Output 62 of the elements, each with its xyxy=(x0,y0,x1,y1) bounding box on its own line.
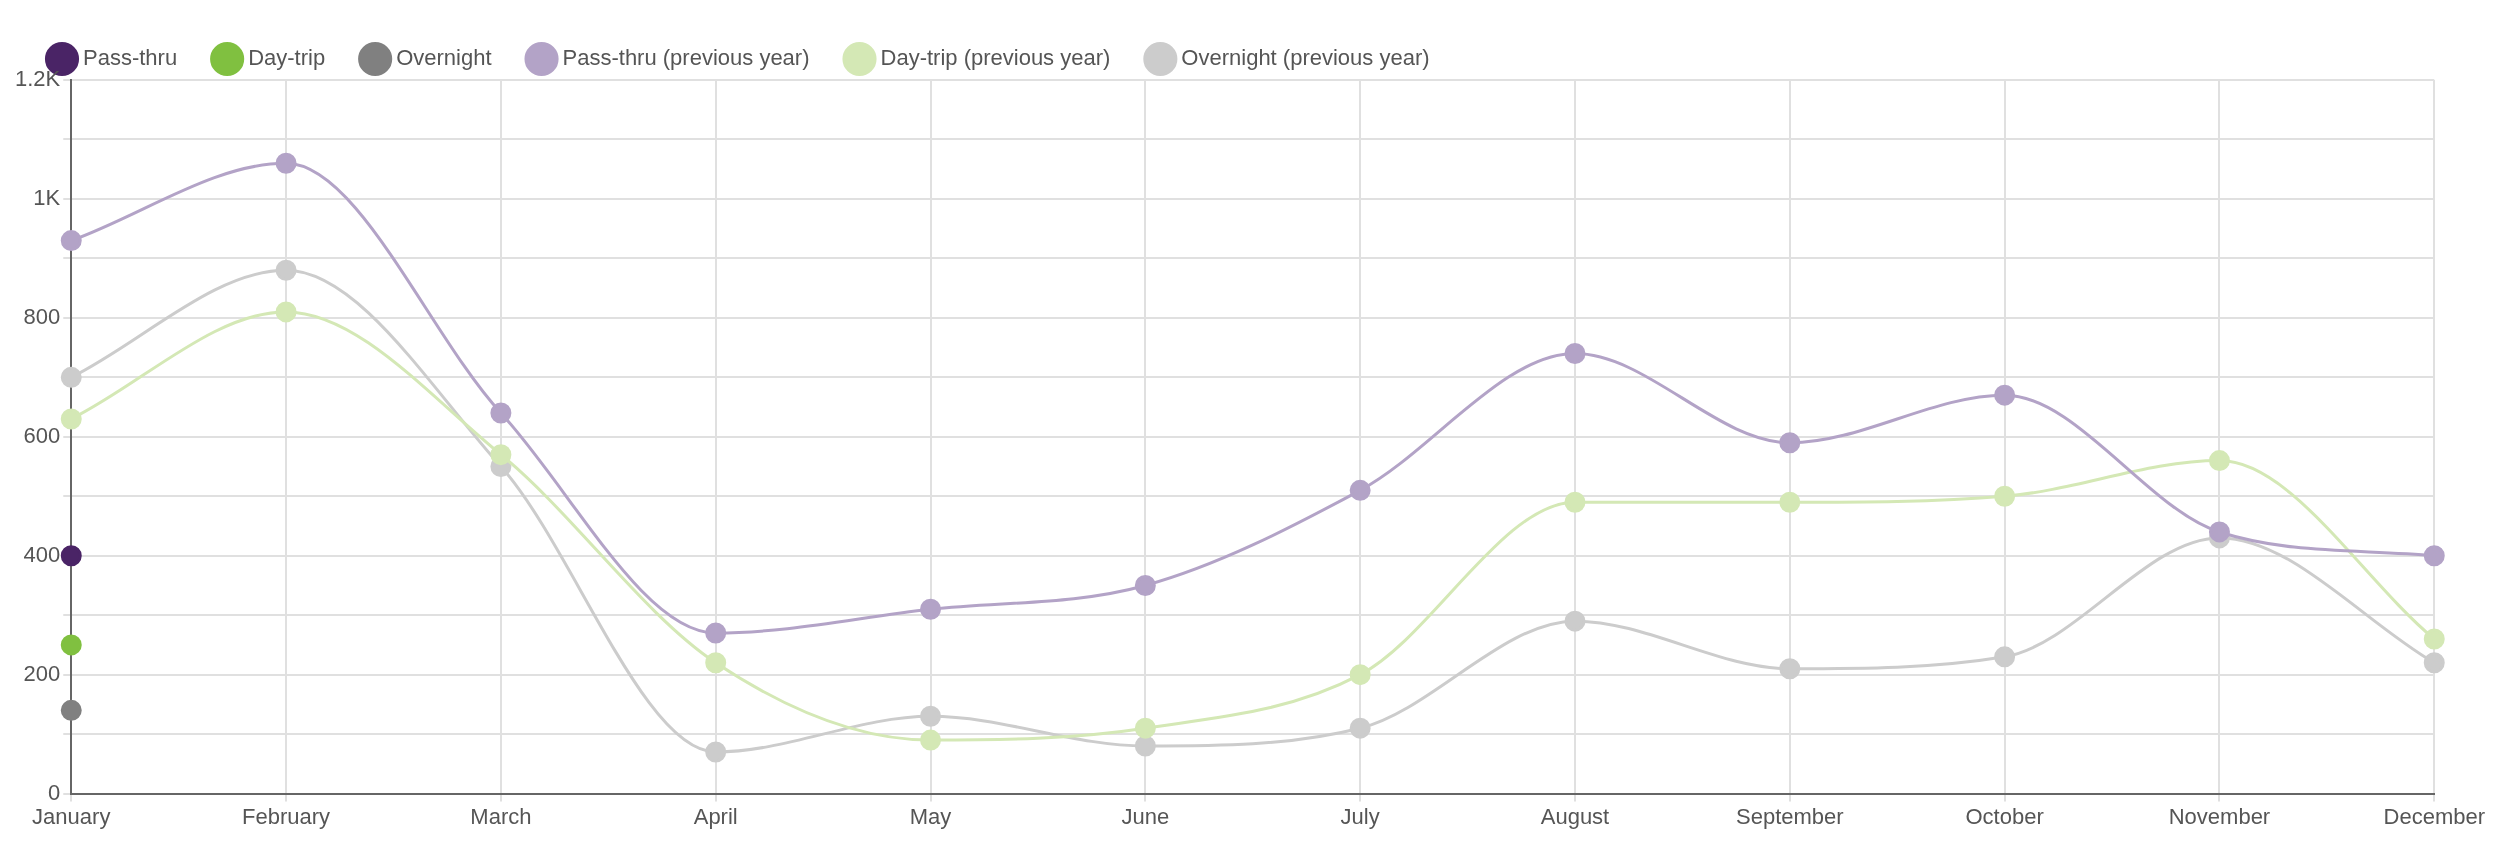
x-tick-label: October xyxy=(1965,803,2044,829)
point xyxy=(1134,717,1156,739)
point xyxy=(60,699,82,721)
point xyxy=(2208,521,2230,543)
point xyxy=(705,741,727,763)
legend-label: Overnight (previous year) xyxy=(1181,45,1430,71)
point xyxy=(60,366,82,388)
point xyxy=(1564,610,1586,632)
point xyxy=(1994,485,2016,507)
y-tick-label: 200 xyxy=(23,660,61,686)
x-tick-label: June xyxy=(1121,803,1170,829)
point xyxy=(2423,652,2445,674)
y-tick-label: 800 xyxy=(23,303,61,329)
legend-label: Pass-thru xyxy=(83,45,178,71)
y-tick-label: 400 xyxy=(23,541,61,567)
legend-label: Day-trip xyxy=(248,45,326,71)
x-tick-label: January xyxy=(32,803,111,829)
point xyxy=(2423,545,2445,567)
point xyxy=(1779,491,1801,513)
x-tick-label: April xyxy=(693,803,738,829)
point xyxy=(60,545,82,567)
x-tick-label: September xyxy=(1735,803,1844,829)
point xyxy=(490,402,512,424)
x-tick-label: March xyxy=(470,803,532,829)
point xyxy=(275,301,297,323)
y-tick-label: 1.2K xyxy=(14,66,61,92)
point xyxy=(705,652,727,674)
legend-label: Overnight xyxy=(396,45,492,71)
point xyxy=(920,705,942,727)
point xyxy=(1349,664,1371,686)
point xyxy=(705,622,727,644)
point xyxy=(1779,432,1801,454)
point xyxy=(2208,450,2230,472)
point xyxy=(60,230,82,252)
x-tick-label: August xyxy=(1540,803,1610,829)
point xyxy=(275,152,297,174)
point xyxy=(920,729,942,751)
x-tick-label: May xyxy=(909,803,952,829)
legend-label: Day-trip (previous year) xyxy=(880,45,1111,71)
x-tick-label: December xyxy=(2383,803,2485,829)
point xyxy=(60,634,82,656)
point xyxy=(1994,646,2016,668)
point xyxy=(1349,479,1371,501)
x-tick-label: July xyxy=(1340,803,1380,829)
point xyxy=(1564,343,1586,365)
point xyxy=(1994,384,2016,406)
y-tick-label: 1K xyxy=(33,185,61,210)
point xyxy=(1349,717,1371,739)
y-tick-label: 0 xyxy=(48,779,61,805)
point xyxy=(275,259,297,281)
y-tick-label: 600 xyxy=(23,422,61,448)
point xyxy=(1134,574,1156,596)
x-tick-label: November xyxy=(2168,803,2271,829)
point xyxy=(2423,628,2445,650)
point xyxy=(1134,735,1156,757)
point xyxy=(60,408,82,430)
point xyxy=(1779,658,1801,680)
point xyxy=(920,598,942,620)
x-tick-label: February xyxy=(242,803,331,829)
point xyxy=(1564,491,1586,513)
legend-label: Pass-thru (previous year) xyxy=(562,45,810,71)
point xyxy=(490,444,512,466)
